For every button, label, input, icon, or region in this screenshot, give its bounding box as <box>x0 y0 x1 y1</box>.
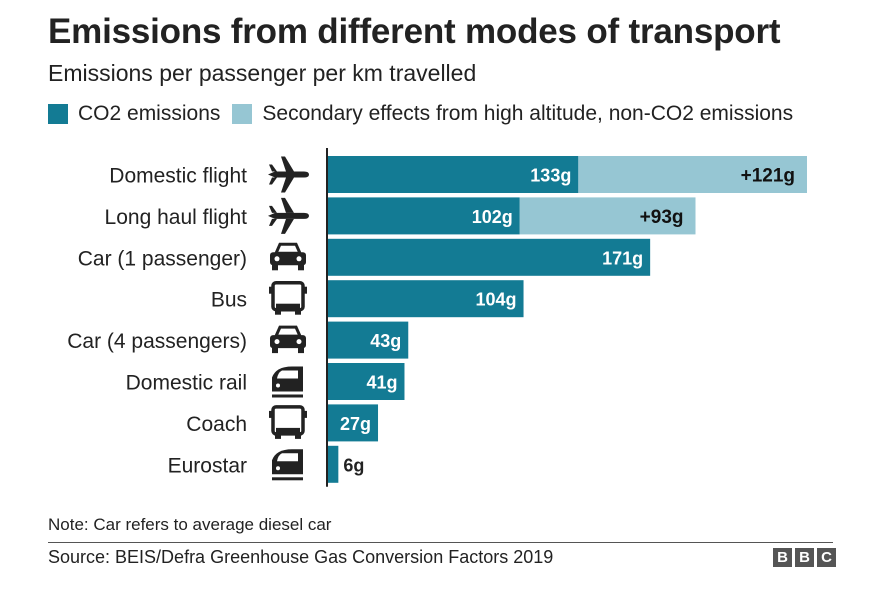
plane-icon <box>268 156 309 193</box>
bar-co2 <box>327 363 405 400</box>
train-icon <box>272 449 303 481</box>
car-body <box>270 252 306 266</box>
bus-wheel <box>295 433 301 439</box>
train-rail <box>272 394 303 398</box>
value-label-co2: 171g <box>602 248 643 268</box>
category-label: Domestic rail <box>126 372 247 395</box>
bar-co2 <box>327 197 520 235</box>
plane-icon <box>268 197 309 234</box>
bus-icon <box>269 405 307 439</box>
bus-mirror <box>304 410 307 418</box>
value-label-co2: 41g <box>366 373 397 393</box>
bus-bumper <box>276 427 300 433</box>
category-label: Long haul flight <box>105 206 248 229</box>
logo-letter: B <box>773 548 792 567</box>
train-light <box>276 466 280 471</box>
legend-swatch-non-co2 <box>232 104 253 124</box>
car-wheel <box>272 347 278 354</box>
category-label: Bus <box>211 289 247 312</box>
car-icon <box>270 242 306 271</box>
bus-icon <box>269 280 307 315</box>
chart-note: Note: Car refers to average diesel car <box>48 515 332 534</box>
chart-source: Source: BEIS/Defra Greenhouse Gas Conver… <box>48 547 554 567</box>
train-window <box>277 370 298 379</box>
train-body <box>272 449 303 475</box>
train-rail <box>272 477 303 481</box>
car-wheel <box>272 264 278 271</box>
category-label: Eurostar <box>168 454 247 477</box>
car-roof <box>273 242 303 255</box>
car-light <box>296 256 302 262</box>
plane-tail <box>269 164 277 172</box>
value-label-co2: 104g <box>476 290 517 310</box>
train-light <box>276 383 280 388</box>
category-label: Car (4 passengers) <box>67 330 247 353</box>
plane-wing <box>281 197 294 213</box>
plane-tail <box>269 218 277 226</box>
car-roof <box>273 325 303 338</box>
bar-chart: Domestic flight 133g +121g Long haul flight… <box>67 148 807 487</box>
car-body <box>270 335 306 349</box>
legend-item-non-co2: Secondary effects from high altitude, no… <box>232 102 793 126</box>
value-label-non-co2: +121g <box>741 166 795 187</box>
value-label-co2: 102g <box>472 207 513 227</box>
value-label-co2: 27g <box>340 414 371 434</box>
bus-mirror <box>304 286 307 294</box>
bar-non-co2 <box>578 156 807 193</box>
bus-bumper <box>276 303 300 309</box>
bar-co2 <box>327 156 579 193</box>
bus-window <box>276 409 300 424</box>
bus-window <box>276 285 300 300</box>
train-icon <box>272 366 303 398</box>
bar-co2 <box>327 404 379 442</box>
train-window <box>277 453 298 462</box>
car-wheel <box>298 264 304 271</box>
bar-co2 <box>327 321 409 359</box>
plane-wing <box>281 218 294 234</box>
bus-mirror <box>269 410 272 418</box>
bus-wheel <box>275 433 281 439</box>
car-wheel <box>298 347 304 354</box>
plane-wing <box>281 177 294 193</box>
bar-co2 <box>327 280 524 318</box>
footer-divider <box>48 542 833 543</box>
bar-co2 <box>327 445 339 483</box>
legend-label-non-co2: Secondary effects from high altitude, no… <box>262 102 794 125</box>
chart-subtitle: Emissions per passenger per km travelled <box>48 60 477 86</box>
category-label: Car (1 passenger) <box>78 247 247 270</box>
value-label-co2: 6g <box>343 455 364 475</box>
value-label-non-co2: +93g <box>640 207 684 228</box>
plane-tail <box>269 205 277 213</box>
logo-letter: B <box>795 548 814 567</box>
bus-body <box>271 405 305 436</box>
plane-wing <box>281 156 294 172</box>
plane-tail <box>269 177 277 185</box>
bus-wheel <box>295 309 301 315</box>
train-body <box>272 366 303 392</box>
bus-mirror <box>269 286 272 294</box>
plane-fuselage <box>268 171 309 178</box>
car-light <box>274 256 280 262</box>
legend-item-co2: CO2 emissions <box>48 102 220 126</box>
category-label: Coach <box>186 413 247 436</box>
bbc-logo: B B C <box>773 548 836 567</box>
car-icon <box>270 325 306 354</box>
category-label: Domestic flight <box>109 165 247 188</box>
legend: CO2 emissions Secondary effects from hig… <box>48 101 805 127</box>
plane-fuselage <box>268 212 309 219</box>
bar-co2 <box>327 238 651 276</box>
value-label-co2: 133g <box>530 166 571 186</box>
logo-letter: C <box>817 548 836 567</box>
legend-label-co2: CO2 emissions <box>78 102 221 125</box>
bar-non-co2 <box>519 197 696 235</box>
bus-body <box>271 280 305 312</box>
bus-wheel <box>275 309 281 315</box>
value-label-co2: 43g <box>370 331 401 351</box>
car-light <box>296 339 302 345</box>
legend-swatch-co2 <box>48 104 68 124</box>
chart-title: Emissions from different modes of transp… <box>48 12 781 51</box>
car-light <box>274 339 280 345</box>
